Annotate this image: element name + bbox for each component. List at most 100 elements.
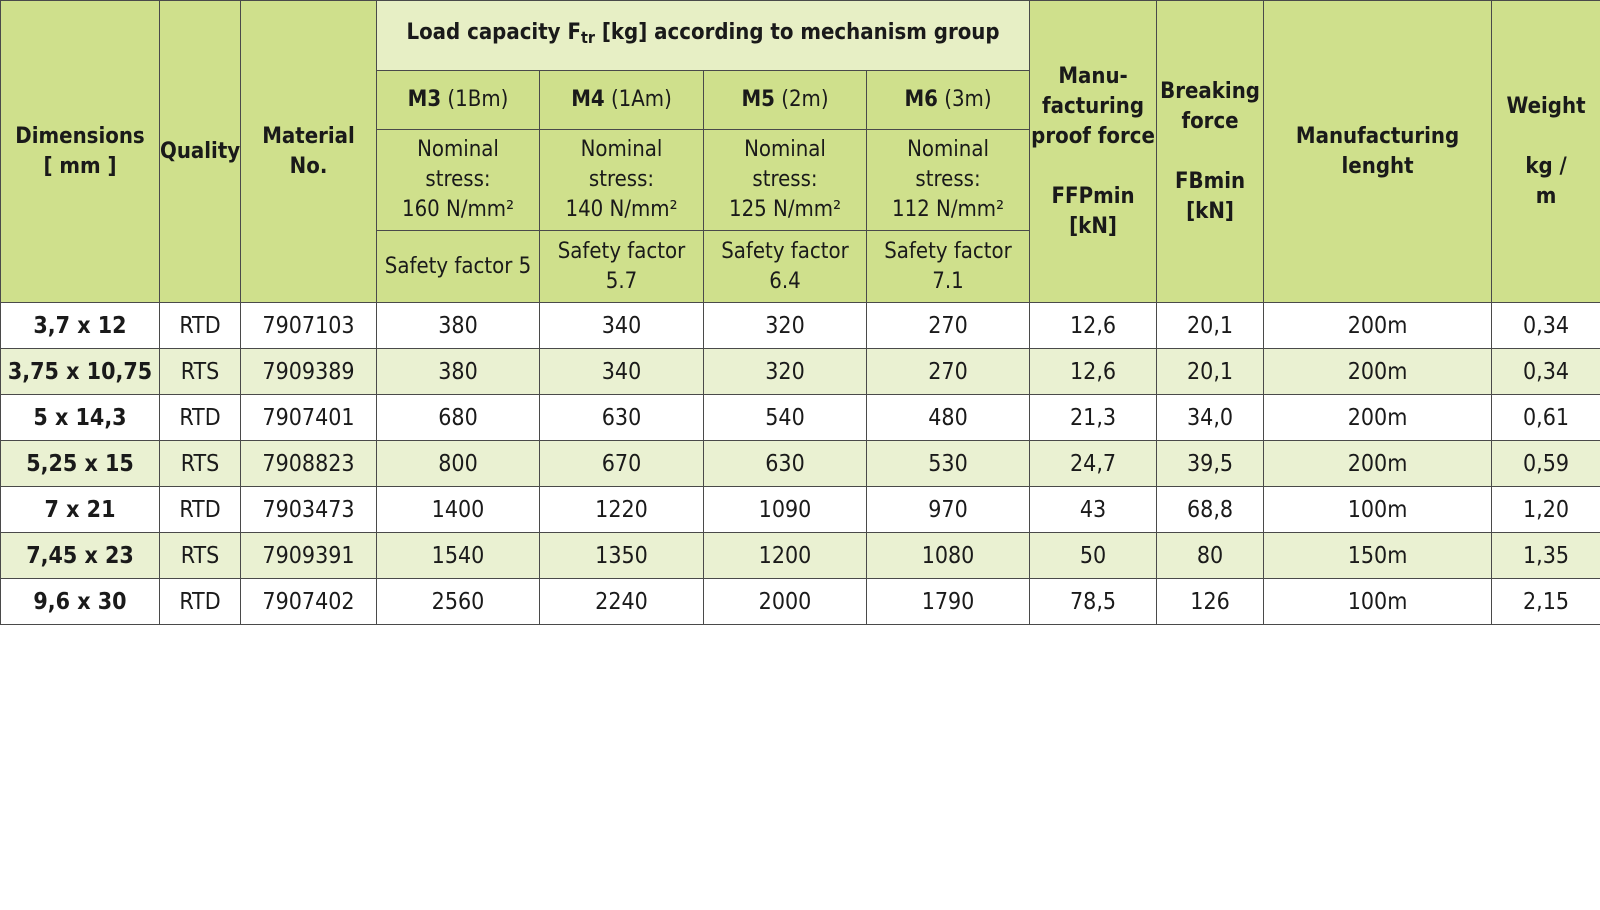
cell-m4: 2240	[539, 578, 704, 625]
cell-dimensions: 5,25 x 15	[0, 440, 160, 487]
header-proof-force: Manu- facturing proof force FFPmin [kN]	[1029, 0, 1158, 303]
proof-force-line1: Manu-	[1058, 63, 1128, 89]
weight-spacer	[1493, 122, 1600, 152]
cell-dimensions: 7,45 x 23	[0, 532, 160, 579]
header-length: Manufacturing lenght	[1263, 0, 1493, 303]
cell-m4: 340	[539, 348, 704, 395]
group-m6: M6 (3m)	[865, 70, 1031, 130]
cell-weight: 0,61	[1491, 394, 1600, 441]
header-load-capacity: Load capacity Ftr [kg] according to mech…	[375, 0, 1031, 71]
cell-weight: 2,15	[1491, 578, 1600, 625]
cell-dimensions: 3,7 x 12	[0, 302, 160, 349]
cell-dimensions: 3,75 x 10,75	[0, 348, 160, 395]
group-m6-code: M6	[904, 87, 938, 112]
cell-quality: RTS	[159, 440, 241, 487]
cell-m5: 630	[703, 440, 867, 487]
load-capacity-subscript: tr	[580, 28, 595, 47]
safety-m4: Safety factor 5.7	[539, 230, 704, 303]
cell-dimensions: 9,6 x 30	[0, 578, 160, 625]
cell-m5: 1090	[703, 486, 867, 533]
safety-m6: Safety factor 7.1	[865, 230, 1031, 303]
load-capacity-suffix: [kg] according to mechanism group	[594, 20, 1000, 45]
table-row: 5,25 x 15 RTS 7908823 800 670 630 530 24…	[0, 440, 1600, 487]
cell-m3: 680	[376, 394, 540, 441]
stress-m5-line1: Nominal	[744, 137, 826, 162]
stress-m4-line2: stress:	[588, 167, 655, 192]
cell-material: 7909391	[240, 532, 377, 579]
weight-unit-line1: kg /	[1525, 153, 1567, 179]
cell-material: 7907401	[240, 394, 377, 441]
header-weight: Weight kg / m	[1491, 0, 1600, 303]
stress-m6-line2: stress:	[915, 167, 981, 192]
cell-breaking-force: 68,8	[1156, 486, 1265, 533]
group-m4-note: (1Am)	[604, 87, 672, 112]
cell-proof-force: 78,5	[1029, 578, 1158, 625]
weight-line1: Weight	[1506, 93, 1586, 119]
cell-m6: 1790	[865, 578, 1031, 625]
cell-proof-force: 21,3	[1029, 394, 1158, 441]
cell-quality: RTD	[159, 302, 241, 349]
length-line2: lenght	[1341, 153, 1414, 179]
table-row: 7,45 x 23 RTS 7909391 1540 1350 1200 108…	[0, 532, 1600, 579]
stress-m5-line2: stress:	[752, 167, 818, 192]
cell-m5: 1200	[703, 532, 867, 579]
cell-weight: 1,35	[1491, 532, 1600, 579]
group-m5: M5 (2m)	[703, 70, 867, 130]
stress-m6: Nominal stress: 112 N/mm²	[865, 129, 1031, 231]
cell-m3: 380	[376, 302, 540, 349]
cell-breaking-force: 20,1	[1156, 348, 1265, 395]
group-m3: M3 (1Bm)	[376, 70, 540, 130]
table-row: 9,6 x 30 RTD 7907402 2560 2240 2000 1790…	[0, 578, 1600, 625]
header-material: Material No.	[240, 0, 377, 303]
cell-material: 7908823	[240, 440, 377, 487]
cell-weight: 0,59	[1491, 440, 1600, 487]
cell-m3: 1400	[376, 486, 540, 533]
cell-length: 200m	[1263, 394, 1493, 441]
cell-dimensions: 7 x 21	[0, 486, 160, 533]
cell-m3: 1540	[376, 532, 540, 579]
header-breaking-force: Breaking force FBmin [kN]	[1156, 0, 1265, 303]
specification-table: Dimensions [ mm ] Quality Material No. L…	[0, 0, 1600, 625]
table-row: 3,75 x 10,75 RTS 7909389 380 340 320 270…	[0, 348, 1600, 395]
cell-m4: 670	[539, 440, 704, 487]
cell-breaking-force: 126	[1156, 578, 1265, 625]
breaking-force-line1: Breaking	[1160, 78, 1260, 104]
cell-material: 7907402	[240, 578, 377, 625]
cell-m6: 270	[865, 348, 1031, 395]
cell-m6: 970	[865, 486, 1031, 533]
cell-m6: 530	[865, 440, 1031, 487]
stress-m6-line3: 112 N/mm²	[892, 197, 1005, 222]
breaking-force-symbol: FBmin	[1174, 168, 1246, 194]
proof-force-line2: facturing	[1042, 93, 1145, 119]
stress-m4: Nominal stress: 140 N/mm²	[539, 129, 704, 231]
cell-m3: 380	[376, 348, 540, 395]
cell-material: 7907103	[240, 302, 377, 349]
cell-m6: 270	[865, 302, 1031, 349]
stress-m5-line3: 125 N/mm²	[728, 197, 842, 222]
cell-quality: RTS	[159, 532, 241, 579]
cell-m6: 1080	[865, 532, 1031, 579]
cell-quality: RTD	[159, 578, 241, 625]
cell-m4: 630	[539, 394, 704, 441]
proof-force-spacer	[1031, 152, 1156, 182]
group-m6-note: (3m)	[937, 87, 992, 112]
cell-length: 100m	[1263, 486, 1493, 533]
cell-breaking-force: 80	[1156, 532, 1265, 579]
cell-breaking-force: 39,5	[1156, 440, 1265, 487]
proof-force-unit: [kN]	[1069, 213, 1117, 239]
header-dimensions: Dimensions [ mm ]	[0, 0, 160, 303]
table-row: 3,7 x 12 RTD 7907103 380 340 320 270 12,…	[0, 302, 1600, 349]
safety-m3: Safety factor 5	[376, 230, 540, 303]
cell-proof-force: 24,7	[1029, 440, 1158, 487]
cell-m5: 2000	[703, 578, 867, 625]
cell-length: 200m	[1263, 348, 1493, 395]
breaking-force-line2: force	[1181, 108, 1239, 134]
cell-length: 100m	[1263, 578, 1493, 625]
cell-dimensions: 5 x 14,3	[0, 394, 160, 441]
stress-m5: Nominal stress: 125 N/mm²	[703, 129, 867, 231]
cell-m4: 1220	[539, 486, 704, 533]
stress-m3-line1: Nominal	[417, 137, 499, 162]
group-m5-code: M5	[741, 87, 775, 112]
header-dimensions-line2: [ mm ]	[43, 153, 117, 179]
header-material-line1: Material	[262, 123, 355, 149]
